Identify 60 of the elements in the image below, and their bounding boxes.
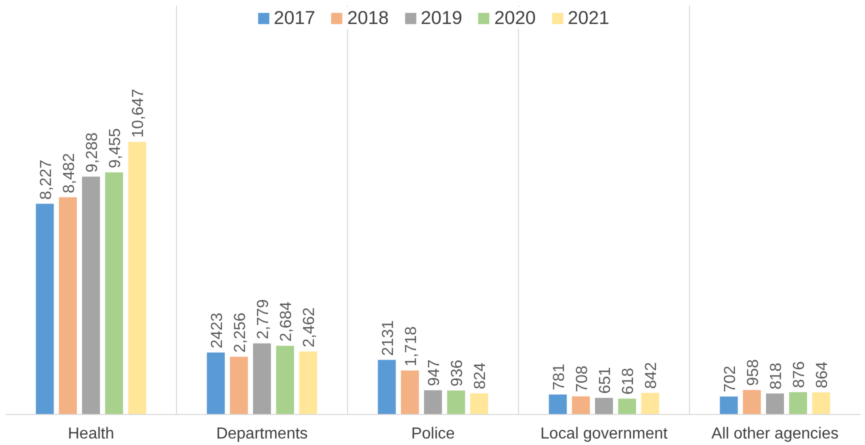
data-label: 708: [574, 365, 591, 392]
data-label: 781: [550, 364, 568, 390]
data-label: 958: [744, 359, 762, 386]
data-label: 2423: [208, 312, 226, 348]
data-label: 618: [620, 368, 638, 395]
data-label: 2,779: [255, 299, 272, 340]
data-label: 818: [768, 362, 785, 390]
bar: [58, 197, 77, 414]
bar: [618, 398, 636, 414]
x-tick-label: Health: [68, 426, 114, 442]
bar: [105, 172, 124, 414]
bar: [572, 396, 590, 414]
data-label: 2,256: [232, 312, 249, 353]
data-label: 10,647: [130, 88, 148, 138]
bar: [276, 346, 294, 414]
bar: [128, 142, 146, 414]
data-label: 8,227: [38, 160, 55, 200]
data-label: 864: [814, 361, 832, 388]
data-label: 842: [643, 362, 660, 389]
data-label: 651: [597, 366, 614, 394]
bar: [253, 343, 271, 414]
bar: [720, 396, 738, 414]
data-label: 936: [449, 360, 466, 386]
bar: [548, 394, 567, 414]
data-label: 9,288: [84, 132, 101, 173]
bar: [470, 393, 488, 414]
bar: [812, 392, 830, 414]
data-label: 2,462: [301, 307, 318, 348]
x-tick-label: Police: [411, 426, 455, 442]
x-tick-label: All other agencies: [711, 426, 839, 442]
legend-label: 2020: [494, 7, 536, 29]
bar: [36, 204, 54, 414]
data-label: 2131: [380, 320, 397, 356]
bar: [378, 360, 396, 414]
data-label: 8,482: [60, 153, 78, 194]
bar: [424, 390, 442, 414]
bar: [299, 351, 318, 414]
bar: [766, 394, 784, 414]
legend-label: 2017: [274, 7, 316, 29]
bar: [230, 356, 248, 414]
x-tick-label: Local government: [540, 426, 668, 442]
bar: [789, 392, 808, 414]
data-label: 9,455: [107, 128, 124, 168]
bar: [641, 392, 660, 414]
data-label: 824: [472, 362, 490, 390]
bar: [82, 176, 100, 414]
x-tick-label: Departments: [216, 426, 308, 442]
data-label: 702: [722, 366, 739, 392]
legend-label: 2021: [568, 7, 610, 29]
bar: [742, 390, 761, 414]
bar: [400, 370, 419, 414]
bar: [595, 398, 613, 414]
bar: [206, 352, 225, 414]
data-label: 1,718: [402, 326, 420, 366]
data-label: 876: [791, 361, 808, 388]
data-label: 2,684: [278, 302, 296, 342]
legend-label: 2018: [347, 7, 389, 29]
bar: [447, 390, 466, 414]
data-label: 947: [426, 359, 443, 386]
legend-label: 2019: [420, 7, 462, 29]
